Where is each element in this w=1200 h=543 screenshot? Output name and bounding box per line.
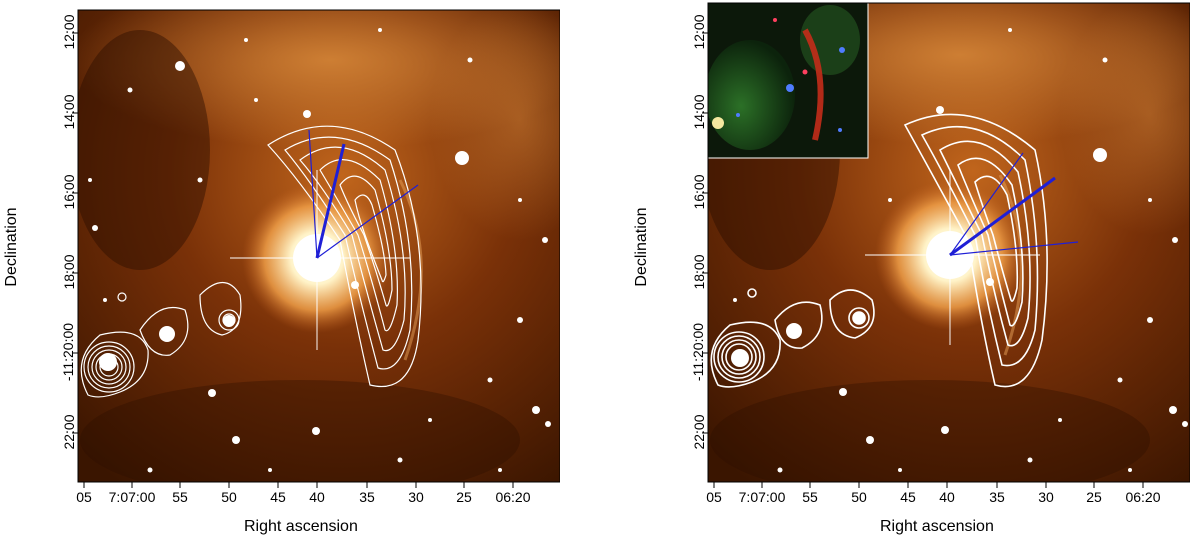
- right-image-svg: [702, 2, 1190, 488]
- xtick-label: 25: [456, 489, 472, 505]
- xtick-label: 45: [900, 489, 916, 505]
- xtick-label: 05: [76, 489, 92, 505]
- field-stars: [731, 28, 1188, 473]
- y-axis-label: Declination: [3, 207, 20, 287]
- ytick-label: -11:20:00: [60, 322, 76, 382]
- axis-ticks: [702, 32, 1144, 488]
- ytick-label: 22:00: [61, 414, 77, 450]
- inset-rgb-image: [708, 3, 869, 159]
- ytick-label: 16:00: [691, 174, 707, 210]
- xtick-label: 40: [939, 489, 955, 505]
- xtick-label: 55: [172, 489, 188, 505]
- vector-lines: [308, 129, 419, 259]
- radio-contours: [80, 125, 422, 398]
- plot-frame: [707, 2, 1190, 483]
- x-axis-label: Right ascension: [244, 518, 358, 535]
- dark-region: [78, 30, 210, 270]
- ytick-label: 16:00: [61, 174, 77, 210]
- nebula-cloud-right: [430, 10, 560, 240]
- bow-shock-arc: [398, 179, 423, 361]
- dark-region-bottom: [710, 380, 1150, 482]
- y-axis-label: Declination: [633, 207, 650, 287]
- vector-lines: [949, 152, 1079, 257]
- xtick-label: 06:20: [1125, 489, 1161, 505]
- xtick-label: 7:07:00: [108, 489, 156, 505]
- ytick-label: 14:00: [61, 94, 77, 130]
- ytick-label: 12:00: [691, 14, 707, 50]
- xtick-label: 50: [221, 489, 237, 505]
- xtick-label: 40: [309, 489, 325, 505]
- plot-frame: [77, 9, 560, 483]
- xtick-label: 35: [989, 489, 1005, 505]
- left-image-svg: [72, 9, 560, 488]
- ytick-label: 18:00: [61, 254, 77, 290]
- xtick-label: 05: [706, 489, 722, 505]
- x-axis-label: Right ascension: [880, 518, 994, 535]
- nebula-cloud-right: [1060, 3, 1190, 235]
- ytick-label: -11:20:00: [690, 322, 706, 382]
- xtick-label: 35: [359, 489, 375, 505]
- xtick-label: 30: [1038, 489, 1054, 505]
- xtick-label: 30: [408, 489, 424, 505]
- panel-left: 12:00 14:00 16:00 18:00 -11:20:00 22:00 …: [0, 0, 560, 543]
- ytick-label: 22:00: [691, 414, 707, 450]
- ytick-label: 12:00: [61, 14, 77, 50]
- dark-region-bottom: [80, 380, 520, 482]
- xtick-label: 45: [270, 489, 286, 505]
- xtick-label: 06:20: [495, 489, 531, 505]
- ytick-label: 18:00: [691, 254, 707, 290]
- xtick-label: 55: [802, 489, 818, 505]
- ytick-label: 14:00: [691, 94, 707, 130]
- xtick-label: 25: [1086, 489, 1102, 505]
- panel-right: 12:00 14:00 16:00 18:00 -11:20:00 22:00 …: [630, 0, 1190, 543]
- xtick-label: 50: [851, 489, 867, 505]
- xtick-label: 7:07:00: [738, 489, 786, 505]
- axis-ticks: [72, 32, 514, 488]
